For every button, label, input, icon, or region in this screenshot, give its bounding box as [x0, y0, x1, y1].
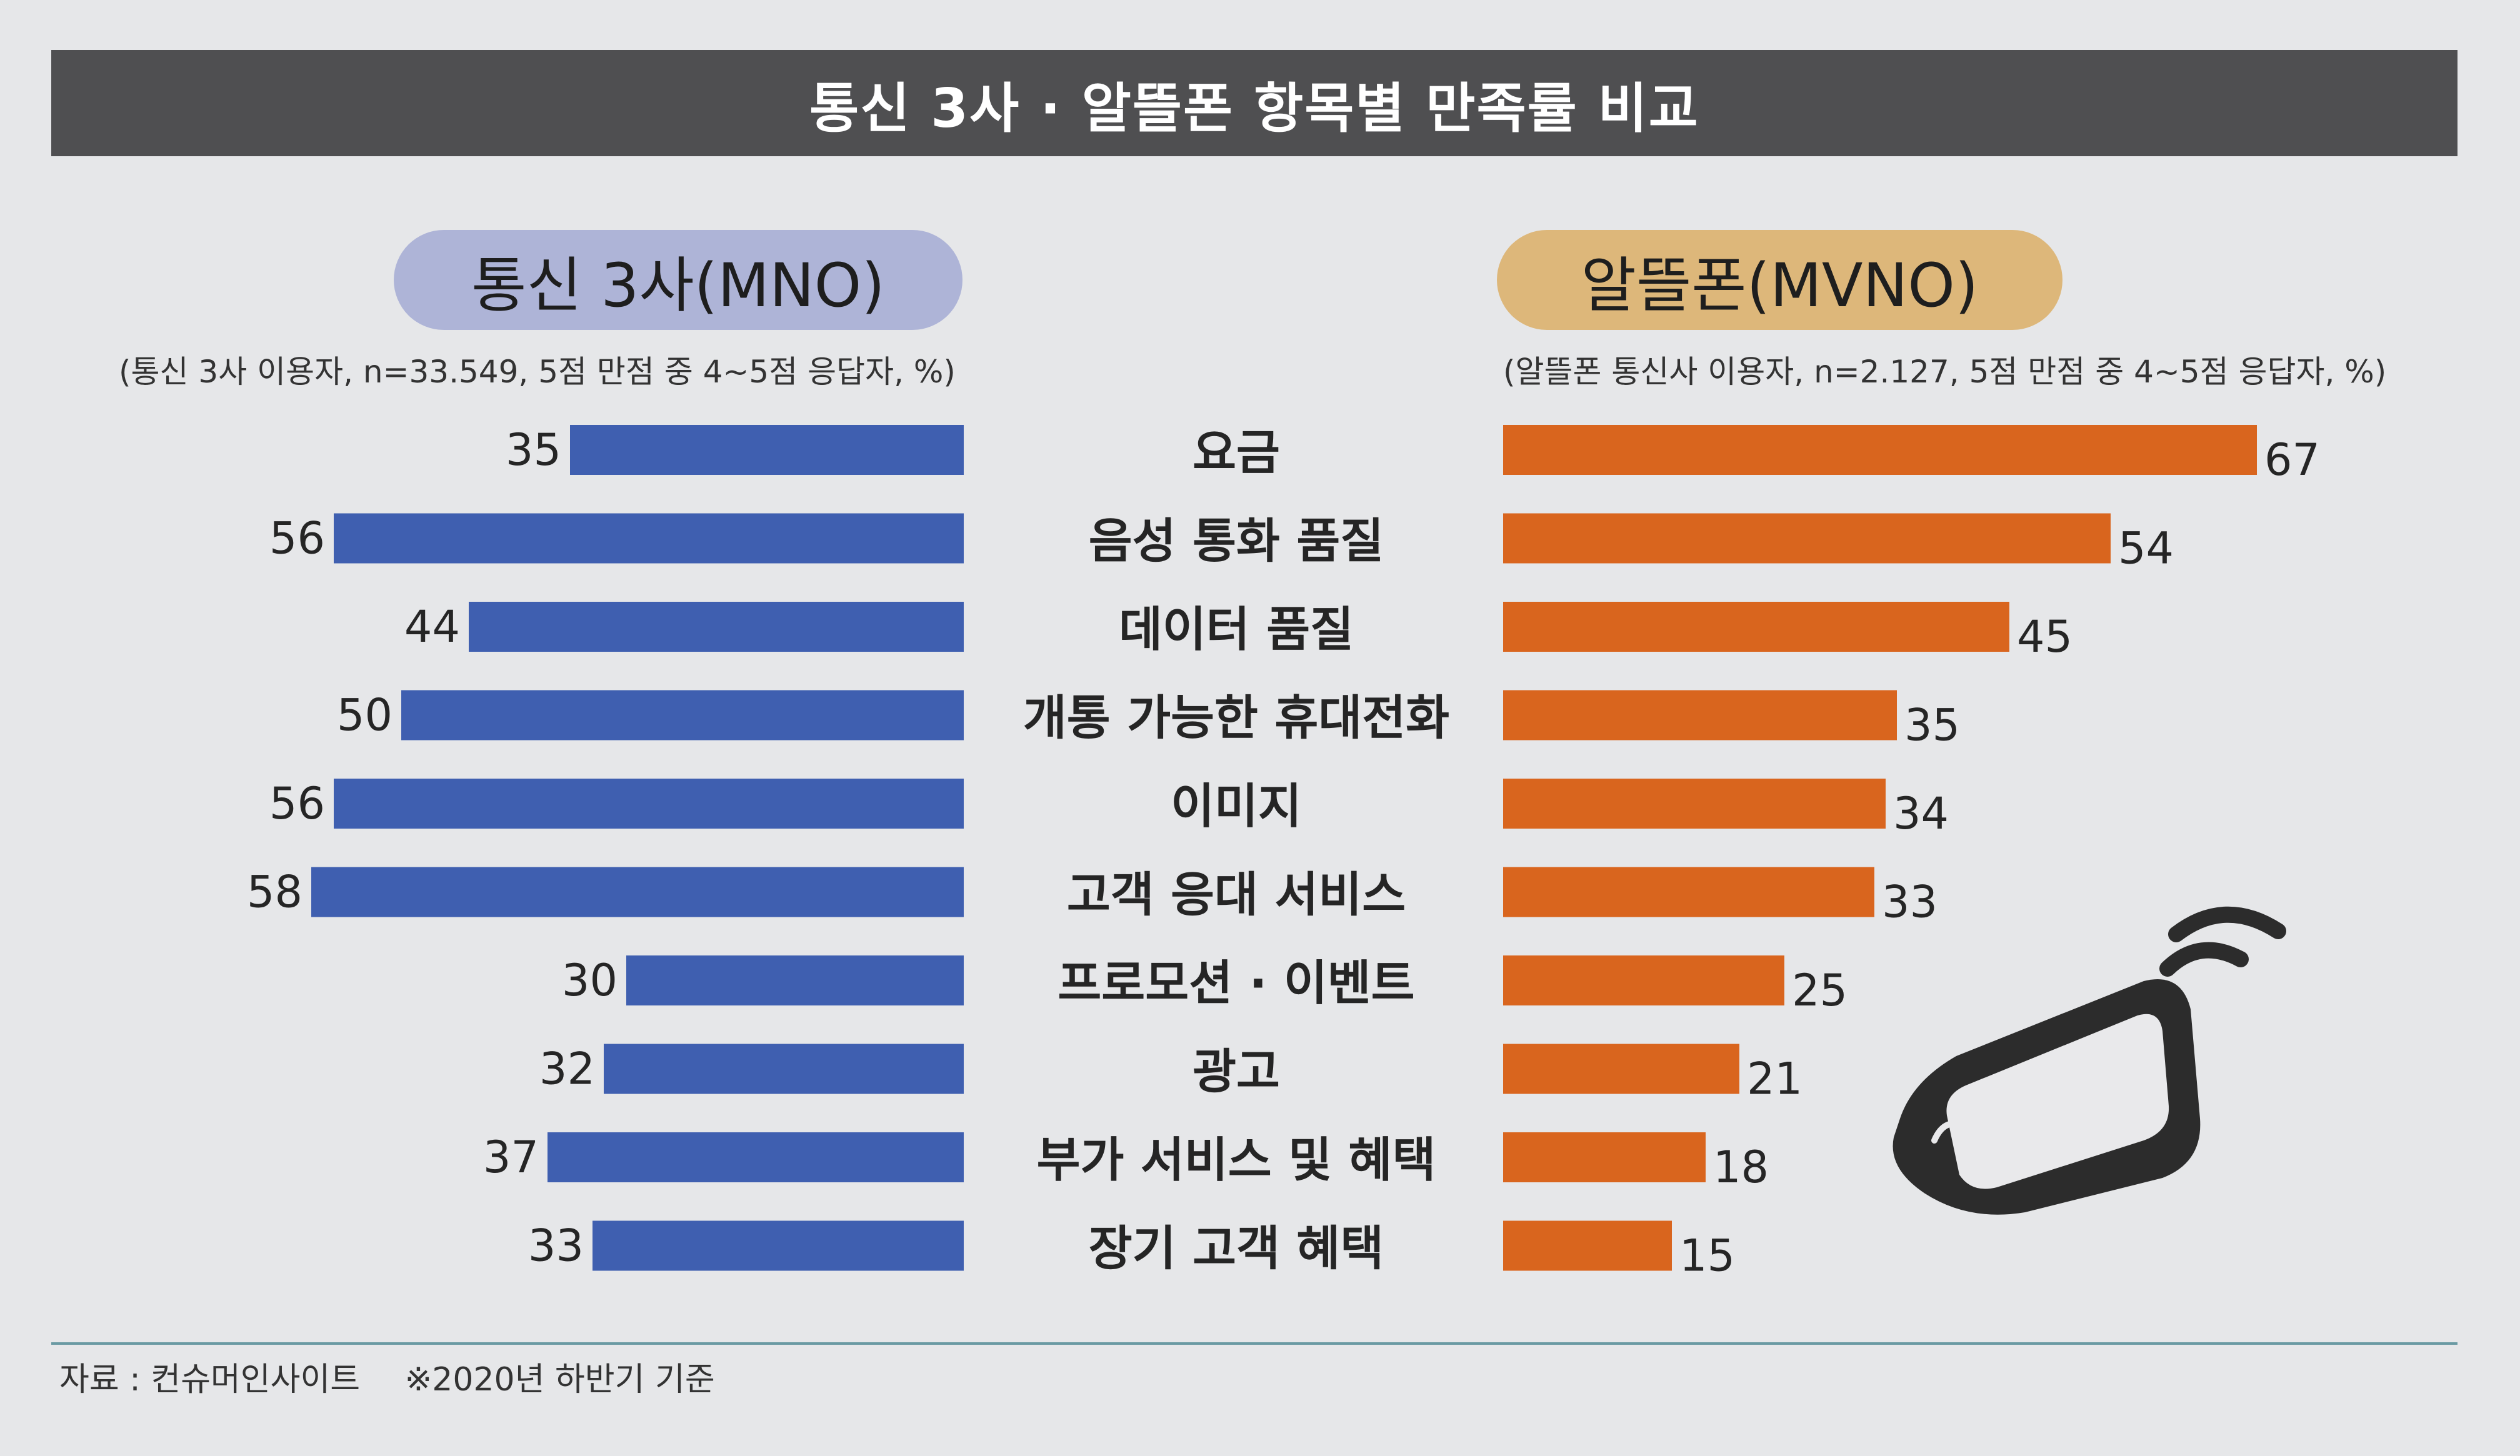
mno-bar [469, 602, 964, 652]
source-text: 자료 : 컨슈머인사이트 [59, 1361, 361, 1399]
category-label: 데이터 품질 [1119, 602, 1354, 657]
mno-value-label: 50 [337, 690, 392, 741]
mvno-bar [1503, 690, 1897, 740]
mvno-bar [1503, 513, 2111, 564]
mno-value-label: 37 [483, 1132, 539, 1183]
mno-bar [626, 955, 964, 1005]
mobile-phone-icon [1892, 906, 2286, 1215]
mvno-bar [1503, 1044, 1739, 1094]
mvno-panel-label: 알뜰폰(MVNO) [1497, 230, 2062, 330]
mno-value-label: 58 [247, 867, 302, 918]
mno-value-label: 44 [404, 601, 460, 652]
mno-bar [401, 690, 964, 740]
mno-panel-label: 통신 3사(MNO) [394, 230, 962, 330]
signal-waves-icon [2159, 906, 2286, 977]
mno-value-label: 30 [562, 955, 618, 1006]
mvno-value-label: 45 [2017, 611, 2072, 662]
mvno-sample-note: (알뜰폰 통신사 이용자, n=2.127, 5점 만점 중 4~5점 응답자,… [1503, 354, 2387, 390]
mno-bar [592, 1220, 964, 1271]
mvno-value-label: 15 [1679, 1230, 1735, 1282]
category-label: 부가 서비스 및 혜택 [1037, 1132, 1436, 1188]
mvno-bar [1503, 425, 2257, 475]
chart-title: 통신 3사 · 알뜰폰 항목별 만족률 비교 [809, 77, 1699, 140]
footer-divider [51, 1342, 2458, 1345]
chart-title-bar: 통신 3사 · 알뜰폰 항목별 만족률 비교 [51, 50, 2458, 156]
mvno-value-label: 21 [1747, 1054, 1802, 1105]
source-line: 자료 : 컨슈머인사이트 ※2020년 하반기 기준 [59, 1353, 749, 1400]
mvno-bar [1503, 955, 1784, 1005]
category-label: 프로모션 · 이벤트 [1058, 955, 1414, 1011]
mno-bar [548, 1132, 964, 1182]
mvno-series: 67 54 45 35 34 33 25 21 18 15 [1503, 425, 2320, 1282]
category-label: 음성 통화 품질 [1089, 513, 1384, 569]
mvno-bar [1503, 1220, 1672, 1271]
footnote-text: ※2020년 하반기 기준 [404, 1361, 715, 1399]
category-label: 요금 [1192, 425, 1280, 481]
mno-bar [570, 425, 964, 475]
mno-sample-note: (통신 3사 이용자, n=33.549, 5점 만점 중 4~5점 응답자, … [119, 354, 956, 390]
mvno-bar [1503, 867, 1874, 917]
mno-value-label: 35 [506, 424, 561, 476]
mvno-value-label: 18 [1713, 1142, 1769, 1193]
mvno-value-label: 35 [1904, 700, 1960, 751]
mno-value-label: 56 [269, 513, 325, 564]
mno-bar [604, 1044, 964, 1094]
mvno-bar [1503, 1132, 1706, 1182]
mvno-bar [1503, 779, 1886, 829]
mno-value-label: 32 [539, 1044, 595, 1095]
mno-value-label: 33 [528, 1220, 584, 1272]
phone-body [1892, 979, 2201, 1215]
mno-bar [311, 867, 964, 917]
mno-bar [334, 779, 964, 829]
mvno-bar [1503, 602, 2009, 652]
category-label: 이미지 [1171, 779, 1302, 834]
mvno-value-label: 33 [1882, 877, 1938, 928]
category-label: 광고 [1192, 1044, 1280, 1099]
mvno-value-label: 34 [1893, 788, 1949, 839]
mvno-value-label: 25 [1792, 965, 1848, 1016]
mno-value-label: 56 [269, 778, 325, 829]
category-label: 장기 고객 혜택 [1089, 1220, 1384, 1276]
mvno-value-label: 67 [2264, 434, 2320, 486]
mvno-value-label: 54 [2118, 523, 2174, 574]
mno-bar [334, 513, 964, 564]
category-label: 개통 가능한 휴대전화 [1023, 690, 1449, 745]
category-label: 고객 응대 서비스 [1067, 867, 1406, 922]
